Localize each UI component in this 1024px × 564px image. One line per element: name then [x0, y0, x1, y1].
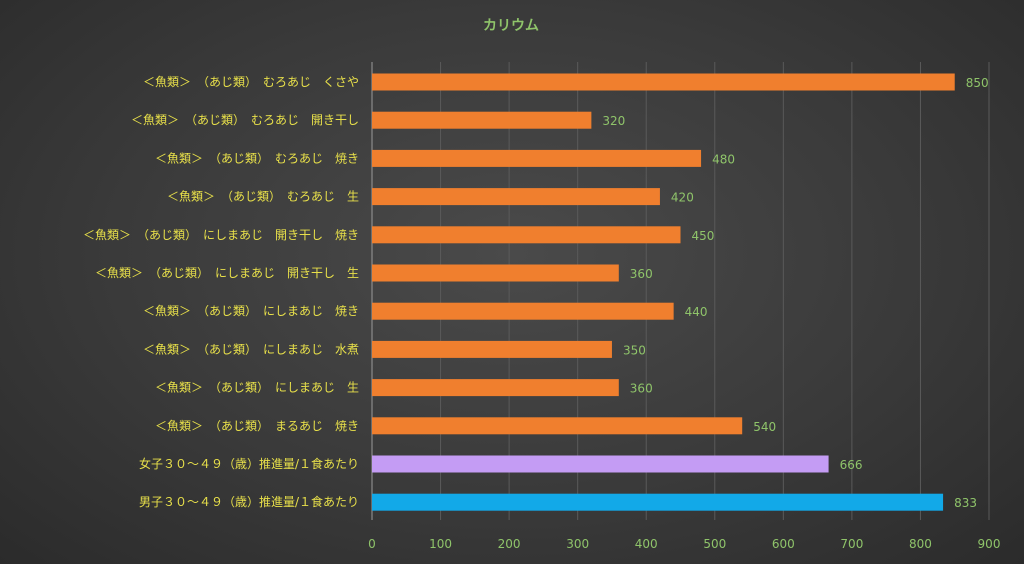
bar — [372, 264, 619, 282]
x-tick-label: 500 — [703, 537, 726, 551]
category-label: ＜魚類＞ （あじ類） まるあじ 焼き — [155, 419, 359, 433]
data-label: 320 — [602, 114, 625, 128]
bar — [372, 111, 592, 129]
chart-title: カリウム — [483, 18, 539, 34]
bar — [372, 340, 612, 358]
gridlines — [371, 62, 990, 520]
category-label: ＜魚類＞ （あじ類） にしまあじ 開き干し 生 — [95, 266, 359, 280]
category-label: ＜魚類＞ （あじ類） むろあじ 焼き — [155, 151, 359, 165]
x-tick-label: 700 — [840, 537, 863, 551]
data-label: 833 — [954, 496, 977, 510]
data-label: 666 — [840, 458, 863, 472]
data-labels: 850 320 480 420 450 360 440 350 360 540 666 833 — [602, 76, 988, 510]
category-label: ＜魚類＞ （あじ類） にしまあじ 生 — [155, 381, 359, 395]
x-axis-tick-labels: 0 100 200 300 400 500 600 700 800 900 — [368, 537, 1000, 551]
data-label: 440 — [685, 305, 708, 319]
data-label: 350 — [623, 343, 646, 357]
x-tick-label: 0 — [368, 537, 376, 551]
x-tick-label: 300 — [566, 537, 589, 551]
data-label: 360 — [630, 382, 653, 396]
data-label: 540 — [753, 420, 776, 434]
category-label: ＜魚類＞ （あじ類） むろあじ 生 — [167, 190, 359, 204]
category-label: ＜魚類＞ （あじ類） にしまあじ 水煮 — [143, 342, 359, 356]
bar — [372, 455, 829, 473]
bar — [372, 73, 955, 91]
bar — [372, 379, 619, 397]
bar — [372, 149, 702, 167]
data-label: 420 — [671, 191, 694, 205]
category-labels: ＜魚類＞ （あじ類） むろあじ くさや ＜魚類＞ （あじ類） むろあじ 開き干し ＜… — [83, 75, 359, 509]
x-tick-label: 900 — [978, 537, 1001, 551]
bar — [372, 226, 681, 244]
bar — [372, 302, 674, 320]
x-tick-label: 200 — [498, 537, 521, 551]
x-tick-label: 100 — [429, 537, 452, 551]
x-tick-label: 600 — [772, 537, 795, 551]
bar — [372, 417, 743, 435]
data-label: 360 — [630, 267, 653, 281]
x-tick-label: 800 — [909, 537, 932, 551]
category-label: ＜魚類＞ （あじ類） むろあじ 開き干し — [131, 113, 359, 127]
category-label: ＜魚類＞ （あじ類） にしまあじ 開き干し 焼き — [83, 228, 359, 242]
bars — [372, 73, 955, 511]
bar — [372, 493, 944, 511]
bar — [372, 188, 660, 206]
x-tick-label: 400 — [635, 537, 658, 551]
category-label: 女子３０～４９（歳）推進量/１食あたり — [139, 456, 359, 471]
category-label: 男子３０～４９（歳）推進量/１食あたり — [139, 494, 359, 509]
category-label: ＜魚類＞ （あじ類） むろあじ くさや — [143, 75, 359, 89]
data-label: 450 — [692, 229, 715, 243]
category-label: ＜魚類＞ （あじ類） にしまあじ 焼き — [143, 304, 359, 318]
data-label: 480 — [712, 152, 735, 166]
data-label: 850 — [966, 76, 989, 90]
